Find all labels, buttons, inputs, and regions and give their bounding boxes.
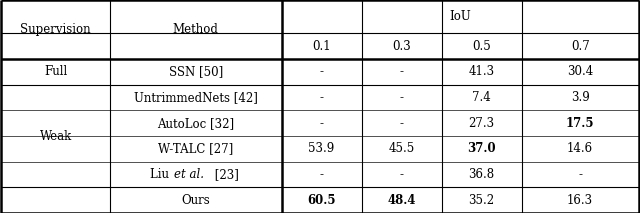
Text: 3.9: 3.9	[571, 91, 589, 104]
Text: 53.9: 53.9	[308, 142, 335, 155]
Text: -: -	[399, 168, 404, 181]
Text: AutoLoc [32]: AutoLoc [32]	[157, 117, 234, 130]
Text: -: -	[399, 91, 404, 104]
Text: [23]: [23]	[211, 168, 239, 181]
Text: 0.5: 0.5	[472, 40, 491, 53]
Text: -: -	[319, 65, 324, 78]
Text: 0.7: 0.7	[571, 40, 589, 53]
Text: -: -	[399, 117, 404, 130]
Text: 41.3: 41.3	[468, 65, 495, 78]
Text: UntrimmedNets [42]: UntrimmedNets [42]	[134, 91, 258, 104]
Text: -: -	[399, 65, 404, 78]
Text: 35.2: 35.2	[468, 194, 495, 207]
Text: Liu: Liu	[150, 168, 173, 181]
Text: Supervision: Supervision	[20, 23, 91, 36]
Text: 60.5: 60.5	[307, 194, 336, 207]
Text: 7.4: 7.4	[472, 91, 491, 104]
Text: 0.1: 0.1	[312, 40, 331, 53]
Text: et al.: et al.	[174, 168, 204, 181]
Text: Weak: Weak	[40, 130, 72, 142]
Text: SSN [50]: SSN [50]	[169, 65, 223, 78]
Text: 14.6: 14.6	[567, 142, 593, 155]
Text: 30.4: 30.4	[567, 65, 593, 78]
Text: Full: Full	[44, 65, 67, 78]
Text: 0.3: 0.3	[392, 40, 411, 53]
Text: -: -	[319, 117, 324, 130]
Text: -: -	[578, 168, 582, 181]
Text: 37.0: 37.0	[467, 142, 496, 155]
Text: 27.3: 27.3	[468, 117, 495, 130]
Text: Ours: Ours	[182, 194, 210, 207]
Text: W-TALC [27]: W-TALC [27]	[158, 142, 234, 155]
Text: -: -	[319, 91, 324, 104]
Text: Method: Method	[173, 23, 219, 36]
Text: 45.5: 45.5	[388, 142, 415, 155]
Text: 17.5: 17.5	[566, 117, 595, 130]
Text: IoU: IoU	[449, 10, 471, 23]
Text: 16.3: 16.3	[567, 194, 593, 207]
Text: 48.4: 48.4	[387, 194, 416, 207]
Text: 36.8: 36.8	[468, 168, 495, 181]
Text: -: -	[319, 168, 324, 181]
